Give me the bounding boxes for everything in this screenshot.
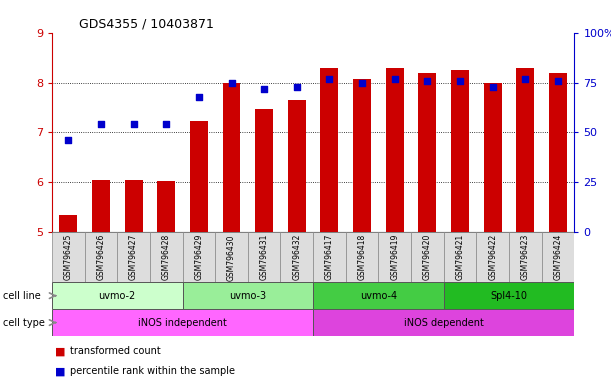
Text: GSM796424: GSM796424 [554, 234, 563, 280]
Bar [509, 232, 542, 282]
Bar [411, 232, 444, 282]
Point [96, 121, 106, 127]
Bar [52, 232, 84, 282]
Bar [215, 232, 248, 282]
Point [455, 78, 465, 84]
Text: percentile rank within the sample: percentile rank within the sample [70, 366, 235, 376]
Bar [346, 232, 378, 282]
Text: GSM796423: GSM796423 [521, 234, 530, 280]
Bar [378, 232, 411, 282]
Bar [280, 232, 313, 282]
Bar [386, 68, 404, 232]
Text: GSM796427: GSM796427 [129, 234, 138, 280]
Bar [222, 83, 241, 232]
Text: uvmo-4: uvmo-4 [360, 291, 397, 301]
Point [129, 121, 139, 127]
Bar [313, 282, 444, 309]
Bar [549, 73, 567, 232]
Bar [419, 73, 436, 232]
Point [423, 78, 433, 84]
Bar [183, 282, 313, 309]
Bar [183, 232, 215, 282]
Bar [444, 232, 477, 282]
Text: GSM796425: GSM796425 [64, 234, 73, 280]
Bar [477, 232, 509, 282]
Text: GSM796428: GSM796428 [162, 234, 170, 280]
Bar [321, 68, 338, 232]
Bar [542, 232, 574, 282]
Bar [52, 309, 313, 336]
Text: GSM796420: GSM796420 [423, 234, 432, 280]
Bar [150, 232, 183, 282]
Point [64, 137, 73, 144]
Bar [92, 180, 110, 232]
Text: uvmo-3: uvmo-3 [229, 291, 266, 301]
Point [488, 83, 497, 89]
Bar [288, 100, 306, 232]
Text: transformed count: transformed count [70, 346, 161, 356]
Text: ■: ■ [55, 366, 65, 376]
Text: GSM796432: GSM796432 [292, 234, 301, 280]
Text: GDS4355 / 10403871: GDS4355 / 10403871 [79, 17, 214, 30]
Text: GSM796426: GSM796426 [97, 234, 106, 280]
Text: cell line: cell line [3, 291, 41, 301]
Text: GSM796430: GSM796430 [227, 234, 236, 281]
Text: Spl4-10: Spl4-10 [491, 291, 527, 301]
Point [390, 76, 400, 82]
Bar [353, 79, 371, 232]
Bar [484, 83, 502, 232]
Point [227, 79, 236, 86]
Text: GSM796421: GSM796421 [456, 234, 464, 280]
Point [259, 86, 269, 92]
Bar [157, 181, 175, 232]
Point [553, 78, 563, 84]
Point [194, 93, 203, 99]
Text: GSM796422: GSM796422 [488, 234, 497, 280]
Bar [516, 68, 535, 232]
Bar [84, 232, 117, 282]
Bar [313, 309, 574, 336]
Bar [59, 215, 77, 232]
Bar [248, 232, 280, 282]
Point [521, 76, 530, 82]
Bar [451, 70, 469, 232]
Point [324, 76, 334, 82]
Point [292, 83, 302, 89]
Text: GSM796418: GSM796418 [357, 234, 367, 280]
Text: iNOS independent: iNOS independent [138, 318, 227, 328]
Bar [444, 282, 574, 309]
Text: uvmo-2: uvmo-2 [98, 291, 136, 301]
Point [357, 79, 367, 86]
Text: GSM796429: GSM796429 [194, 234, 203, 280]
Point [161, 121, 171, 127]
Bar [190, 121, 208, 232]
Bar [125, 180, 142, 232]
Text: GSM796431: GSM796431 [260, 234, 269, 280]
Bar [117, 232, 150, 282]
Text: ■: ■ [55, 346, 65, 356]
Text: iNOS dependent: iNOS dependent [404, 318, 484, 328]
Bar [52, 282, 183, 309]
Text: GSM796417: GSM796417 [325, 234, 334, 280]
Text: cell type: cell type [3, 318, 45, 328]
Text: GSM796419: GSM796419 [390, 234, 399, 280]
Bar [313, 232, 346, 282]
Bar [255, 109, 273, 232]
